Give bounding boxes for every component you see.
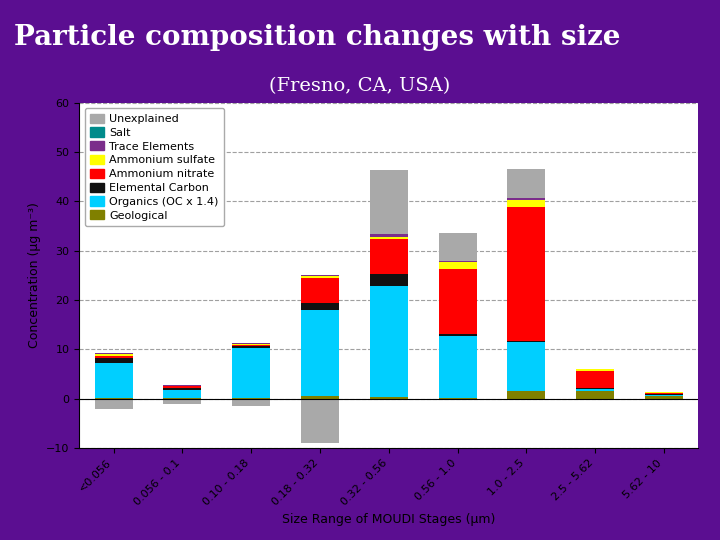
Bar <box>508 342 545 392</box>
Bar <box>438 398 477 399</box>
Bar <box>95 353 132 354</box>
Bar <box>508 200 545 207</box>
Bar <box>370 397 408 399</box>
Bar <box>370 274 408 286</box>
Bar <box>233 399 270 406</box>
Bar <box>301 310 339 396</box>
Bar <box>233 343 270 345</box>
Bar <box>370 170 408 234</box>
Bar <box>576 369 614 370</box>
Bar <box>508 207 545 341</box>
Bar <box>645 393 683 394</box>
Bar <box>438 262 477 269</box>
Bar <box>508 392 545 399</box>
Bar <box>163 390 202 398</box>
Bar <box>438 336 477 398</box>
Bar <box>163 387 202 388</box>
Bar <box>370 234 408 237</box>
Text: (Fresno, CA, USA): (Fresno, CA, USA) <box>269 77 451 96</box>
Bar <box>301 276 339 278</box>
Bar <box>95 356 132 359</box>
Bar <box>508 169 545 198</box>
Bar <box>645 395 683 396</box>
Bar <box>95 399 132 409</box>
Bar <box>576 370 614 388</box>
Bar <box>645 396 683 399</box>
Bar <box>95 398 132 399</box>
Bar <box>301 396 339 399</box>
Bar <box>438 233 477 261</box>
Bar <box>233 345 270 346</box>
Bar <box>163 388 202 390</box>
Bar <box>576 389 614 392</box>
X-axis label: Size Range of MOUDI Stages (μm): Size Range of MOUDI Stages (μm) <box>282 514 495 526</box>
Bar <box>370 239 408 274</box>
Bar <box>645 399 683 400</box>
Text: Particle composition changes with size: Particle composition changes with size <box>14 24 621 51</box>
Legend: Unexplained, Salt, Trace Elements, Ammonium sulfate, Ammonium nitrate, Elemental: Unexplained, Salt, Trace Elements, Ammon… <box>85 108 224 226</box>
Bar <box>233 398 270 399</box>
Bar <box>301 278 339 302</box>
Y-axis label: Concentration (μg m⁻³): Concentration (μg m⁻³) <box>27 202 40 348</box>
Bar <box>438 269 477 334</box>
Bar <box>576 388 614 389</box>
Bar <box>163 398 202 399</box>
Bar <box>438 261 477 262</box>
Bar <box>508 198 545 200</box>
Bar <box>233 346 270 348</box>
Bar <box>576 392 614 399</box>
Bar <box>370 286 408 397</box>
Bar <box>163 399 202 404</box>
Bar <box>301 275 339 276</box>
Bar <box>233 348 270 398</box>
Bar <box>95 354 132 356</box>
Bar <box>95 359 132 363</box>
Bar <box>301 302 339 310</box>
Bar <box>508 341 545 342</box>
Bar <box>95 363 132 398</box>
Bar <box>301 399 339 443</box>
Bar <box>370 237 408 239</box>
Bar <box>438 334 477 336</box>
